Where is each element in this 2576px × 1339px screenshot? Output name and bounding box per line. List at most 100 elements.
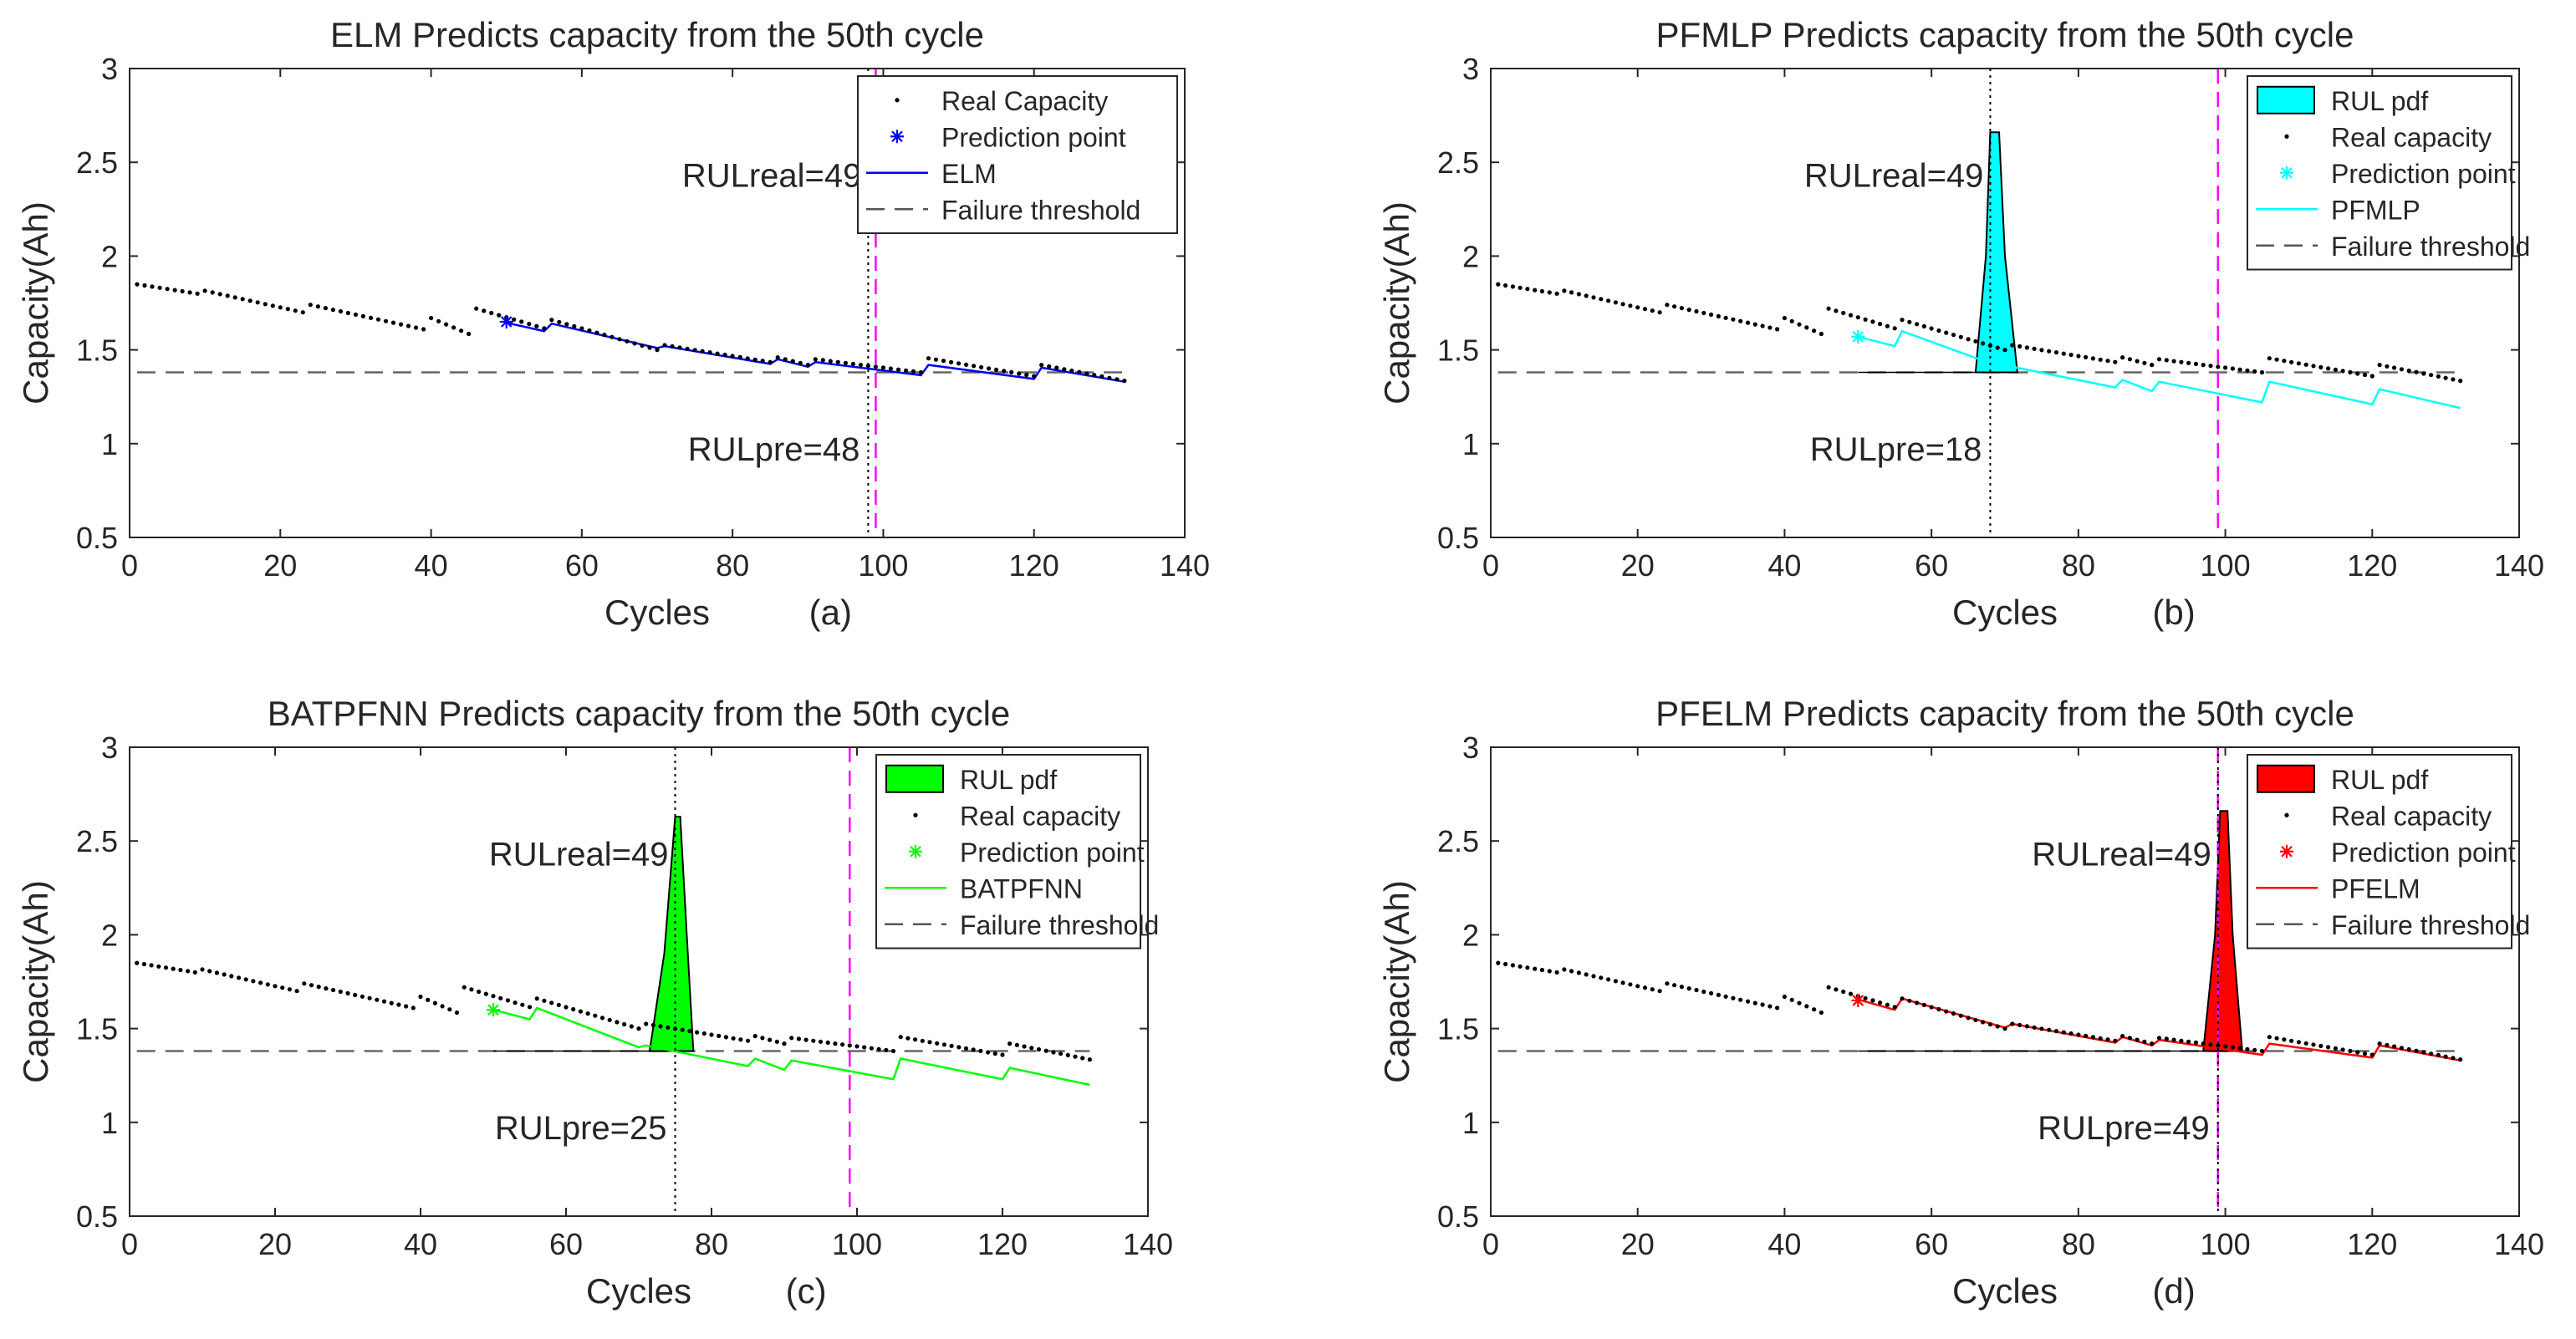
real-capacity-point <box>2436 374 2441 379</box>
real-capacity-point <box>150 284 155 289</box>
real-capacity-point <box>1841 310 1846 316</box>
x-tick-label: 120 <box>1009 548 1059 583</box>
x-axis-label: Cycles <box>1952 1271 2058 1311</box>
legend-swatch-star <box>890 130 904 144</box>
y-tick-label: 2.5 <box>1437 145 1479 180</box>
x-tick-label: 0 <box>1482 548 1499 583</box>
real-capacity-point <box>593 1013 598 1018</box>
real-capacity-point <box>862 1045 867 1050</box>
real-capacity-point <box>927 1040 932 1045</box>
real-capacity-point <box>992 1051 997 1056</box>
real-capacity-point <box>1731 995 1736 1000</box>
real-capacity-point <box>2120 1034 2125 1039</box>
real-capacity-point <box>398 322 404 327</box>
real-capacity-point <box>888 366 893 371</box>
y-tick-label: 2 <box>1462 239 1479 273</box>
real-capacity-point <box>2429 373 2434 378</box>
real-capacity-point <box>2039 348 2044 353</box>
real-capacity-point <box>2406 1046 2411 1052</box>
x-tick-label: 120 <box>977 1227 1028 1261</box>
real-capacity-point <box>353 312 358 317</box>
real-capacity-point <box>270 303 275 308</box>
real-capacity-point <box>1628 982 1633 987</box>
real-capacity-point <box>1907 319 1912 324</box>
real-capacity-point <box>1966 1016 1971 1021</box>
legend-swatch-patch <box>885 764 944 793</box>
real-capacity-point <box>717 1033 722 1038</box>
real-capacity-point <box>1539 967 1545 973</box>
real-capacity-point <box>1797 1000 1802 1006</box>
y-tick-label: 2 <box>1462 918 1479 952</box>
real-capacity-point <box>1841 989 1846 995</box>
legend-label: Real capacity <box>2331 801 2492 831</box>
real-capacity-point <box>2252 1047 2257 1052</box>
y-tick-label: 1.5 <box>76 1012 118 1046</box>
real-capacity-point <box>1547 290 1552 295</box>
real-capacity-point <box>135 960 140 965</box>
real-capacity-point <box>1069 368 1074 374</box>
real-capacity-point <box>345 990 350 995</box>
legend: RUL pdf Real capacity Prediction point PFEL… <box>2247 754 2530 950</box>
real-capacity-point <box>432 1000 438 1006</box>
real-capacity-point <box>1022 1044 1027 1049</box>
real-capacity-point <box>2032 1025 2037 1030</box>
real-capacity-point <box>549 318 554 323</box>
real-capacity-point <box>1701 310 1706 316</box>
real-capacity-point <box>2201 1041 2206 1046</box>
real-capacity-point <box>2392 365 2397 370</box>
chart-title: PFMLP Predicts capacity from the 50th cy… <box>1656 15 2354 54</box>
real-capacity-point <box>1782 994 1787 1000</box>
real-capacity-point <box>207 969 212 974</box>
real-capacity-point <box>2193 1040 2198 1045</box>
real-capacity-point <box>854 1044 860 1049</box>
real-capacity-point <box>1863 317 1868 322</box>
real-capacity-point <box>949 359 954 364</box>
real-capacity-point <box>2237 1046 2242 1051</box>
y-axis-label: Capacity(Ah) <box>1377 880 1416 1083</box>
real-capacity-point <box>1752 322 1757 327</box>
x-tick-label: 0 <box>121 1227 138 1261</box>
real-capacity-point <box>172 288 177 293</box>
real-capacity-point <box>840 1042 845 1047</box>
real-capacity-point <box>760 359 765 364</box>
real-capacity-point <box>790 359 795 364</box>
real-capacity-point <box>811 1038 816 1043</box>
real-capacity-point <box>323 306 328 311</box>
x-tick-label: 20 <box>263 548 297 583</box>
real-capacity-point <box>1092 373 1097 378</box>
real-capacity-point <box>2303 1041 2308 1046</box>
real-capacity-point <box>1892 1005 1897 1010</box>
axes-box <box>129 68 1186 538</box>
real-capacity-point <box>1510 284 1515 289</box>
real-capacity-point <box>2216 1043 2221 1048</box>
real-capacity-point <box>1987 343 1992 349</box>
real-capacity-point <box>251 979 256 984</box>
real-capacity-point <box>1584 972 1589 977</box>
legend-box <box>857 75 1178 234</box>
real-capacity-point <box>2047 1027 2052 1032</box>
real-capacity-point <box>2282 1037 2287 1042</box>
real-capacity-point <box>308 303 313 308</box>
legend-swatch-star <box>909 844 922 858</box>
real-capacity-point <box>202 288 207 293</box>
real-capacity-point <box>2369 1052 2375 1057</box>
axes-box <box>1490 746 2520 1217</box>
real-capacity-point <box>1503 283 1508 288</box>
legend-swatch-star <box>2280 844 2293 858</box>
real-capacity-point <box>2259 1048 2265 1054</box>
x-tick-label: 80 <box>716 548 749 583</box>
x-tick-label: 40 <box>1767 548 1801 583</box>
real-capacity-point <box>1547 969 1552 974</box>
real-capacity-point <box>1606 977 1611 982</box>
y-tick-label: 2 <box>101 918 118 952</box>
real-capacity-point <box>491 994 496 999</box>
legend-swatch-dot <box>913 812 918 817</box>
real-capacity-point <box>2201 363 2206 368</box>
panel-label: (b) <box>2152 593 2195 632</box>
real-capacity-point <box>1958 1013 1963 1018</box>
real-capacity-point <box>2362 1051 2368 1056</box>
real-capacity-point <box>513 1000 518 1006</box>
real-capacity-point <box>1870 319 1875 324</box>
real-capacity-point <box>655 348 660 353</box>
real-capacity-point <box>1029 1046 1034 1051</box>
